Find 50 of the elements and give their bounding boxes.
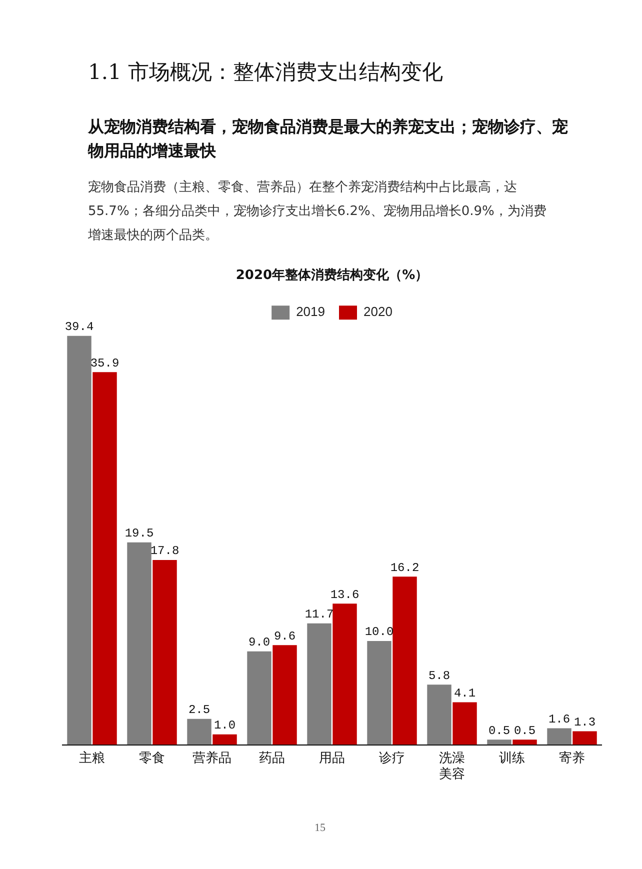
text: 1.1 市场概况：整体消费支出结构变化 (88, 59, 444, 86)
bar (152, 560, 177, 745)
data-label: 19.5 (124, 526, 154, 541)
x-tick-label: 零食 (139, 750, 165, 766)
data-label: 1.6 (548, 712, 570, 726)
data-label: 5.8 (428, 668, 450, 683)
x-tick-label: 营养品 (192, 750, 232, 766)
bar (367, 641, 392, 745)
bar (452, 702, 477, 745)
bar (547, 728, 572, 745)
data-label: 4.1 (454, 686, 476, 700)
bar (512, 740, 537, 745)
bar (487, 740, 512, 745)
legend-label: 2020 (364, 304, 392, 320)
data-label: 17.8 (150, 544, 180, 558)
text: 宠物食品消费（主粮、零食、营养品）在整个养宠消费结构中占比最高，达55.7%；各细分品类中，宠物诊疗支出增长6.2%、宠物用品增长0.9%，为消费增速最快的两个品类。 (88, 179, 548, 245)
x-tick-label: 诊疗 (379, 750, 405, 766)
data-label: 9.6 (274, 629, 296, 644)
data-label: 2.5 (188, 703, 210, 718)
bar (392, 576, 417, 745)
bar (92, 372, 117, 745)
text: 从宠物消费结构看，宠物食品消费是最大的养宠支出；宠物诊疗、宠物用品的增速最快 (88, 116, 568, 162)
bar (187, 718, 212, 745)
bar (212, 734, 237, 745)
data-label: 35.9 (90, 356, 120, 370)
x-tick-label: 主粮 (79, 750, 105, 766)
data-label: 0.5 (514, 724, 536, 738)
data-label: 1.0 (214, 718, 236, 733)
bar (427, 684, 452, 745)
data-label: 1.3 (574, 715, 596, 730)
x-tick-label: 寄养 (559, 750, 585, 766)
x-tick-label: 训练 (499, 750, 525, 766)
data-label: 9.0 (248, 636, 270, 650)
data-label: 39.4 (64, 320, 94, 334)
bar (332, 604, 357, 745)
x-tick-label: 药品 (259, 750, 285, 766)
data-label: 0.5 (488, 724, 510, 738)
data-label: 13.6 (330, 588, 360, 602)
bar (307, 623, 332, 745)
chart-title: 2020年整体消费结构变化（%） (236, 267, 428, 284)
bar (127, 542, 152, 745)
bar (67, 336, 92, 745)
bar (272, 645, 297, 745)
bar (572, 731, 597, 745)
data-label: 16.2 (390, 560, 420, 575)
bar (247, 651, 272, 745)
legend-label: 2019 (296, 304, 325, 320)
x-tick-label: 洗澡美容 (439, 750, 465, 781)
text: 15 (314, 822, 326, 834)
x-tick-label: 用品 (319, 750, 345, 766)
